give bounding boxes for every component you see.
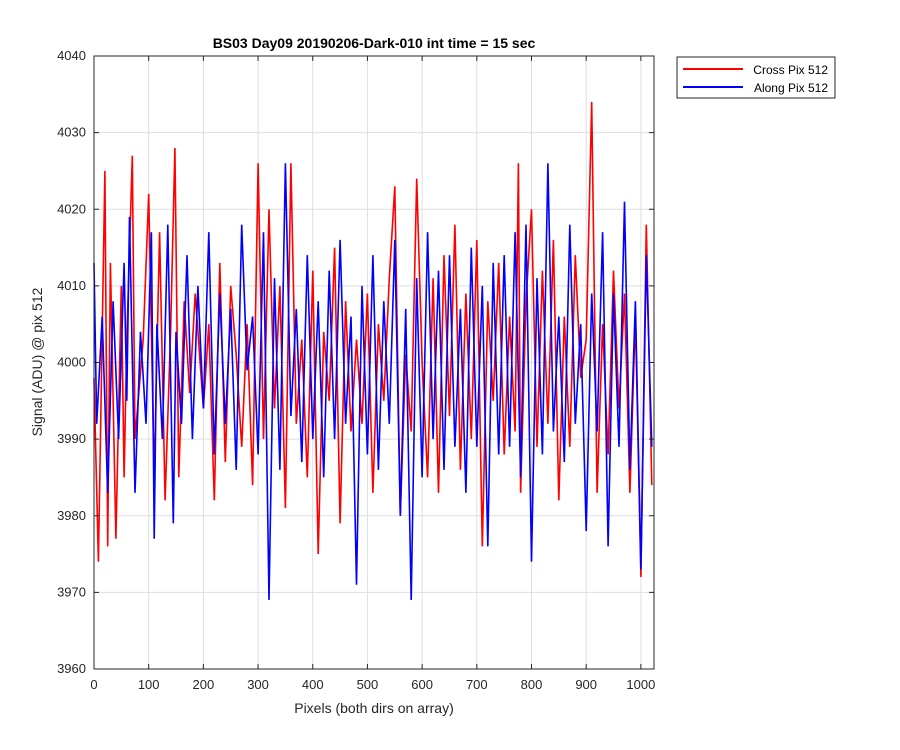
- series-line-along-pix-512: [93, 163, 653, 601]
- x-tick-label: 600: [411, 677, 433, 692]
- x-tick-label: 100: [138, 677, 160, 692]
- x-tick-label: 1000: [626, 677, 655, 692]
- x-axis-label: Pixels (both dirs on array): [294, 700, 454, 716]
- y-tick-label: 4040: [57, 48, 86, 63]
- x-tick-label: 0: [90, 677, 97, 692]
- x-tick-label: 300: [247, 677, 269, 692]
- y-tick-label: 3970: [57, 584, 86, 599]
- y-tick-label: 4020: [57, 201, 86, 216]
- y-tick-label: 4000: [57, 355, 86, 370]
- y-tick-label: 3990: [57, 431, 86, 446]
- x-tick-label: 800: [521, 677, 543, 692]
- y-tick-label: 4010: [57, 278, 86, 293]
- legend-label-cross: Cross Pix 512: [753, 63, 828, 77]
- legend-box: [676, 56, 836, 99]
- y-axis-label: Signal (ADU) @ pix 512: [29, 287, 45, 436]
- x-tick-label: 900: [575, 677, 597, 692]
- x-tick-label: 700: [466, 677, 488, 692]
- ticks: 0 100 200 300 400 500 600 700 800 900 1000 3960 3970…: [57, 48, 655, 692]
- y-tick-label: 3960: [57, 661, 86, 676]
- legend-label-along: Along Pix 512: [754, 81, 828, 95]
- legend: Cross Pix 512 Along Pix 512: [676, 56, 836, 99]
- y-tick-label: 3980: [57, 508, 86, 523]
- y-tick-label: 4030: [57, 125, 86, 140]
- x-tick-label: 200: [193, 677, 215, 692]
- chart-title: BS03 Day09 20190206-Dark-010 int time = …: [213, 35, 536, 51]
- x-tick-label: 400: [302, 677, 324, 692]
- x-tick-label: 500: [357, 677, 379, 692]
- series-layer: [93, 101, 653, 601]
